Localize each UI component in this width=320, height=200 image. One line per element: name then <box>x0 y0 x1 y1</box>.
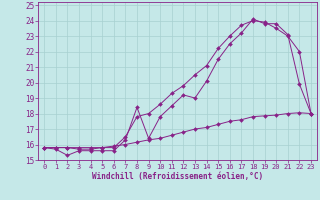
X-axis label: Windchill (Refroidissement éolien,°C): Windchill (Refroidissement éolien,°C) <box>92 172 263 181</box>
